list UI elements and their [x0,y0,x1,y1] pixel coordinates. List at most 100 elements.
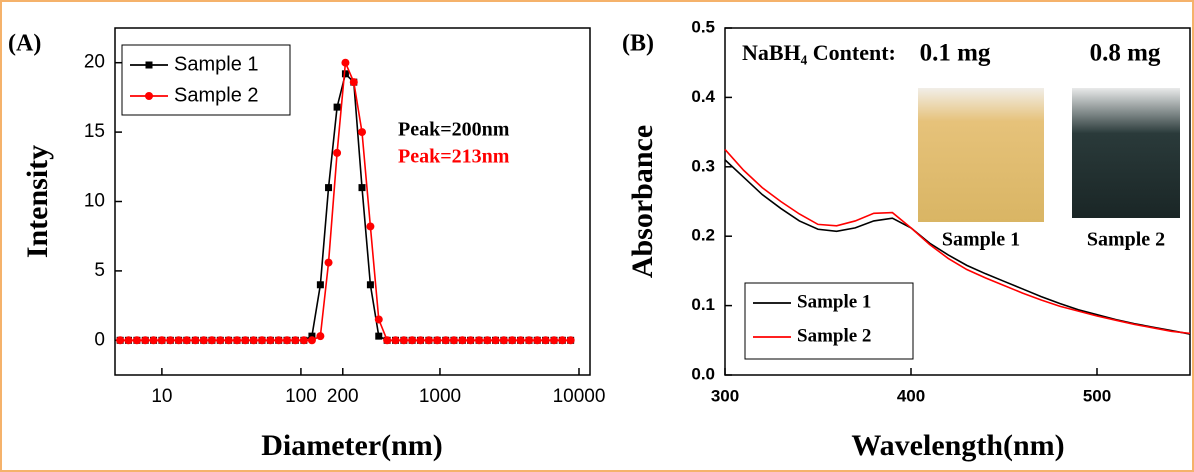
marker [299,336,308,345]
marker [375,332,383,340]
legend-label: Sample 2 [797,325,871,346]
marker [282,336,291,345]
marker [149,336,158,345]
marker [516,336,525,345]
marker [483,336,492,345]
legend-box [744,282,914,360]
marker [566,336,575,345]
marker [366,222,375,231]
marker [216,336,225,345]
y-tick-label: 0 [94,329,105,350]
inset-caption: Sample 1 [942,229,1020,251]
marker [182,336,191,345]
marker [424,336,433,345]
marker [458,336,467,345]
marker [157,336,166,345]
marker [116,336,125,345]
marker [525,336,534,345]
legend-label: Sample 1 [174,53,259,75]
marker [408,336,417,345]
series-line [724,148,1191,335]
marker [349,78,358,87]
x-tick-label: 400 [897,386,925,405]
annotation: Peak=213nm [398,146,510,168]
marker [366,281,374,289]
marker [433,336,442,345]
y-tick-label: 0.2 [691,226,715,245]
marker [341,58,350,67]
y-tick-label: 0.4 [691,87,715,106]
marker [499,336,508,345]
x-axis-label: Diameter(nm) [261,429,443,462]
x-tick-label: 10000 [553,386,606,407]
panel-label: (B) [622,31,654,57]
plot-frame [724,27,1191,376]
marker [466,336,475,345]
marker [307,336,316,345]
marker [207,336,216,345]
inset-amount: 0.1 mg [920,40,991,67]
marker [274,336,283,345]
marker [249,336,258,345]
marker [325,184,333,192]
legend-label: Sample 2 [174,84,259,106]
inset-title: NaBH₄ Content: [742,40,896,65]
y-tick-label: 0.0 [691,364,715,383]
marker [308,332,316,340]
y-tick-label: 0.3 [691,156,715,175]
inset-caption: Sample 2 [1087,229,1165,251]
marker [558,336,567,345]
marker [533,336,542,345]
x-tick-label: 1000 [419,386,461,407]
marker [549,336,558,345]
y-tick-label: 0.1 [691,295,715,314]
marker [374,315,383,324]
x-tick-label: 300 [711,386,739,405]
annotation: Peak=200nm [398,119,510,141]
vial-photo [1072,88,1180,218]
marker [166,336,175,345]
marker [383,336,392,345]
marker [541,336,550,345]
legend-label: Sample 1 [797,291,871,312]
marker [124,336,133,345]
marker [291,336,300,345]
y-tick-label: 5 [94,260,105,281]
y-tick-label: 15 [84,121,105,142]
marker [341,70,349,78]
y-tick-label: 20 [84,52,105,73]
x-axis-label: Wavelength(nm) [851,429,1064,462]
marker [233,336,242,345]
marker [391,336,400,345]
panel-label: (A) [8,31,41,57]
y-axis-label: Absorbance [626,125,659,278]
x-tick-label: 500 [1083,386,1111,405]
inset-amount: 0.8 mg [1090,40,1161,67]
marker [475,336,484,345]
x-tick-label: 200 [327,386,359,407]
x-tick-label: 10 [151,386,172,407]
marker [145,61,153,69]
marker [449,336,458,345]
marker [191,336,200,345]
marker [145,92,153,100]
marker [399,336,408,345]
marker [266,336,275,345]
marker [174,336,183,345]
x-tick-label: 100 [285,386,317,407]
marker [333,148,342,157]
marker [316,332,325,341]
marker [416,336,425,345]
marker [358,184,366,192]
marker [491,336,500,345]
marker [241,336,250,345]
marker [258,336,267,345]
marker [132,336,141,345]
y-axis-label: Intensity [21,145,54,258]
marker [441,336,450,345]
marker [358,128,367,137]
marker [316,281,324,289]
marker [324,258,333,267]
